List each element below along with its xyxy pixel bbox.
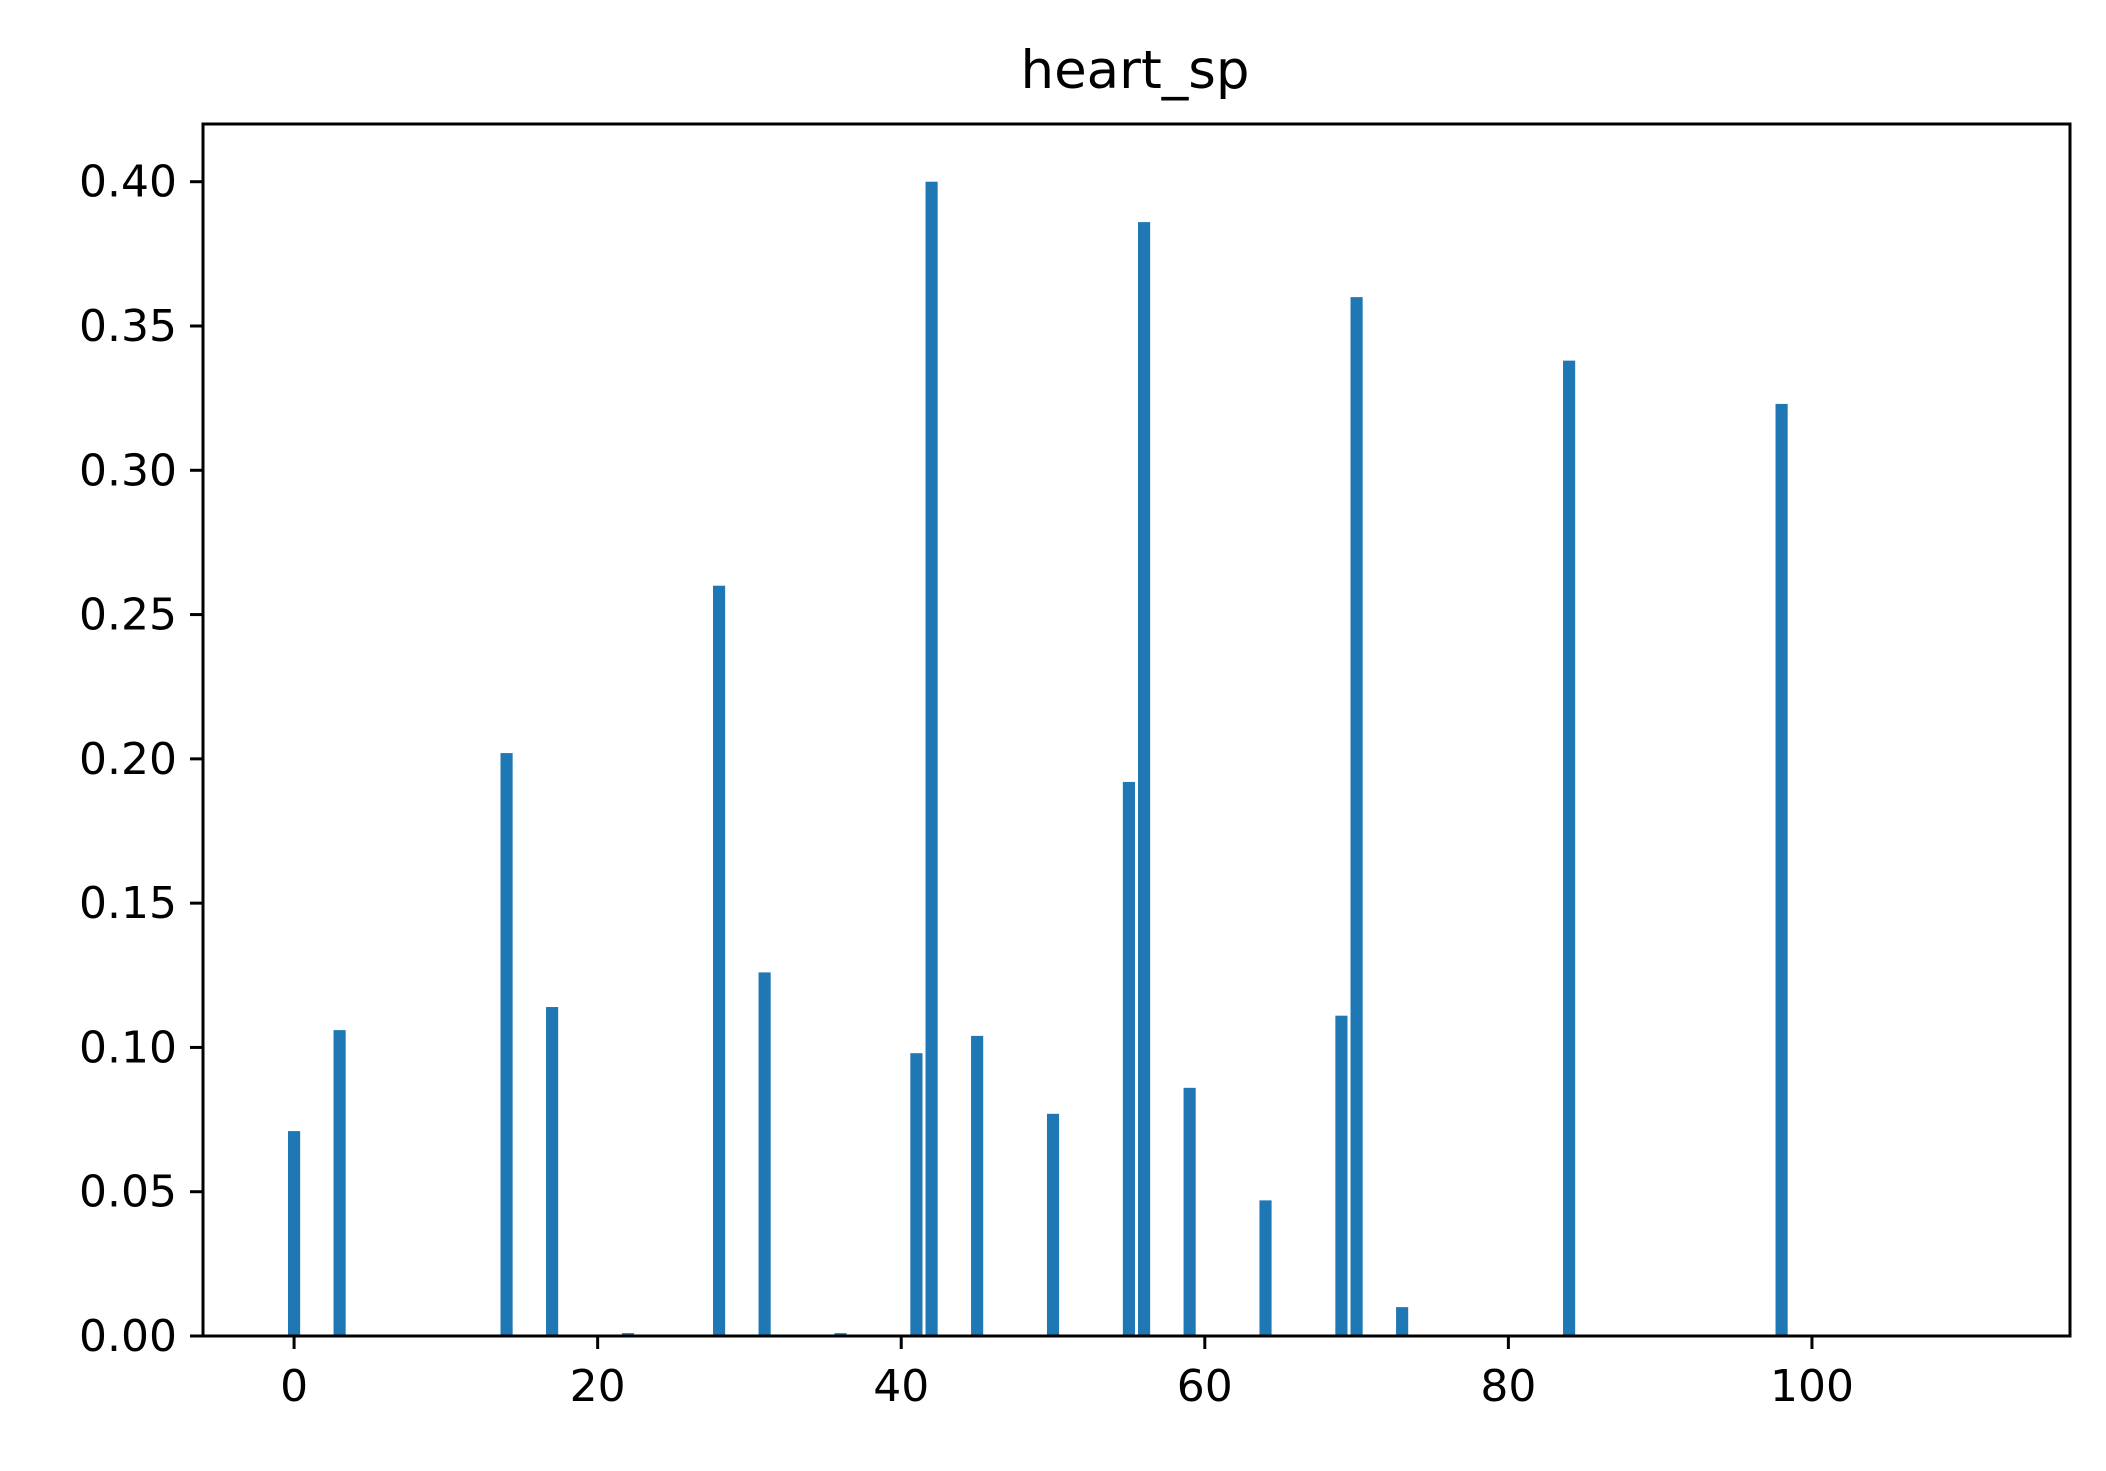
x-tick-label: 60 — [1177, 1361, 1233, 1412]
y-axis: 0.00 0.05 0.10 0.15 0.20 0.25 0.30 0.35 0.40 — [79, 157, 203, 1362]
bar-x-55 — [1122, 781, 1135, 1336]
bar-x-45 — [971, 1035, 984, 1336]
bar-x-69 — [1335, 1015, 1348, 1336]
chart-title: heart_sp — [1020, 40, 1249, 101]
bar-x-73 — [1396, 1307, 1409, 1336]
bar-x-17 — [546, 1007, 559, 1336]
bar-x-14 — [500, 753, 513, 1336]
bar-x-3 — [333, 1030, 346, 1336]
y-tick-label: 0.15 — [79, 878, 177, 929]
y-tick-label: 0.10 — [79, 1022, 177, 1073]
bar-x-64 — [1259, 1200, 1272, 1336]
bar-x-31 — [758, 972, 771, 1336]
x-tick-label: 20 — [570, 1361, 626, 1412]
bar-x-41 — [910, 1053, 923, 1336]
y-tick-label: 0.20 — [79, 734, 177, 785]
bar-x-28 — [713, 585, 726, 1336]
y-tick-label: 0.35 — [79, 301, 177, 352]
plot-frame — [201, 122, 2072, 1338]
y-tick-label: 0.00 — [79, 1311, 177, 1362]
bar-x-84 — [1563, 360, 1576, 1337]
x-tick-label: 0 — [280, 1361, 308, 1412]
bar-x-98 — [1775, 403, 1788, 1336]
x-tick-label: 80 — [1480, 1361, 1536, 1412]
y-tick-label: 0.30 — [79, 445, 177, 496]
x-tick-label: 100 — [1770, 1361, 1854, 1412]
bar-x-50 — [1046, 1113, 1060, 1336]
bar-x-0 — [288, 1131, 301, 1336]
bar-x-59 — [1183, 1087, 1196, 1336]
x-axis: 0 20 40 60 80 100 — [280, 1336, 1854, 1412]
bar-group — [288, 181, 1788, 1337]
y-tick-label: 0.25 — [79, 590, 177, 641]
bar-x-70 — [1350, 297, 1363, 1337]
x-tick-label: 40 — [873, 1361, 929, 1412]
y-tick-label: 0.05 — [79, 1167, 177, 1218]
bar-x-42 — [925, 181, 938, 1337]
bar-x-56 — [1138, 222, 1151, 1337]
y-tick-label: 0.40 — [79, 157, 177, 208]
